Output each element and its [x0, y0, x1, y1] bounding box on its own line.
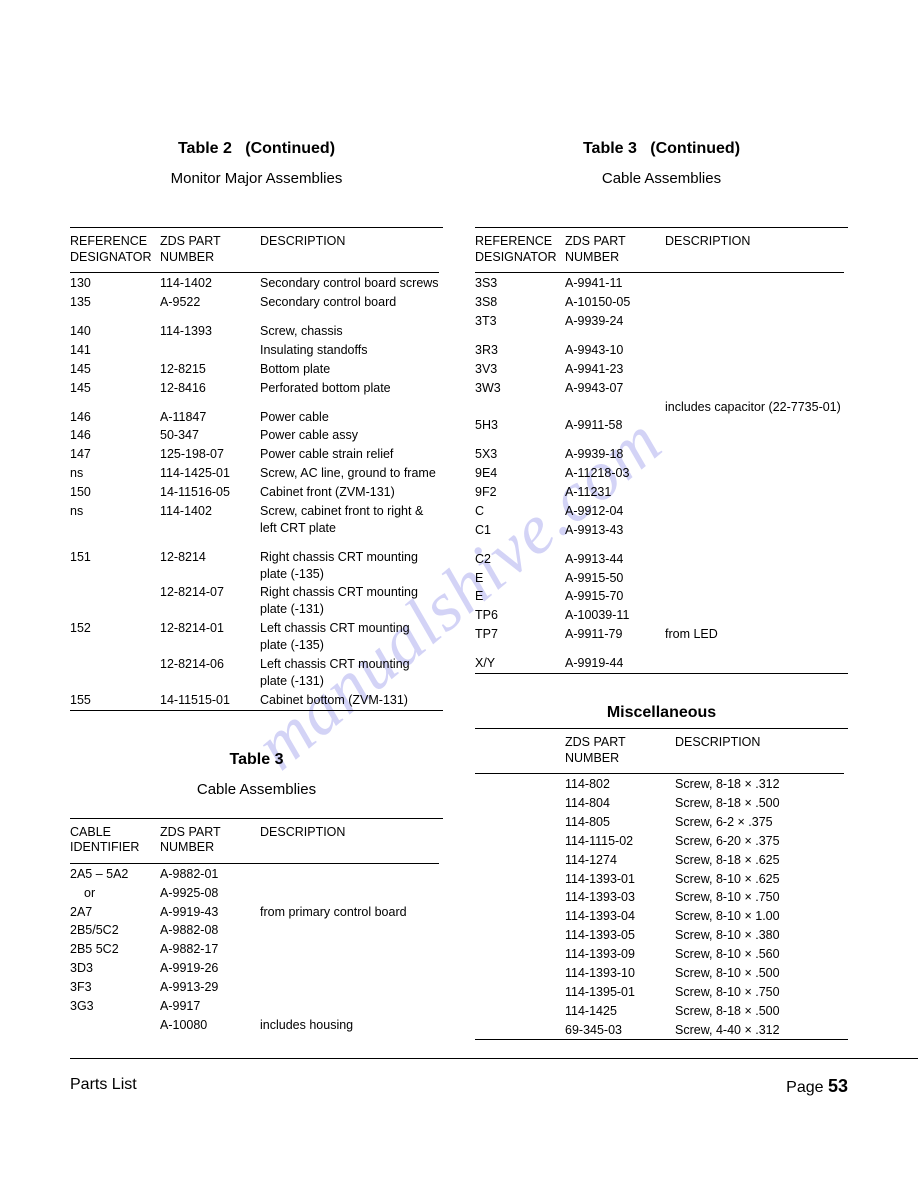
misc-table: ZDS PARTNUMBER DESCRIPTION 114-802Screw,…	[475, 729, 848, 1040]
table-row: 15014-11516-05Cabinet front (ZVM-131)	[70, 483, 443, 502]
table-row: 15112-8214Right chassis CRT mounting pla…	[70, 548, 443, 584]
table-row: 3F3A-9913-29	[70, 978, 443, 997]
table-row: 130114-1402Secondary control board screw…	[70, 274, 443, 293]
table-row: 2B5 5C2A-9882-17	[70, 940, 443, 959]
table-row: TP7A-9911-79from LED	[475, 625, 848, 644]
table-row: 114-1393-09Screw, 8-10 × .560	[475, 945, 848, 964]
table3-title: Table 3	[70, 751, 443, 769]
table-row: CA-9912-04	[475, 502, 848, 521]
col-header: ZDS PARTNUMBER	[565, 228, 665, 271]
table3c-label: Table 3	[583, 140, 637, 157]
table3c-title: Table 3 (Continued)	[475, 140, 848, 158]
table-row: 2A7A-9919-43from primary control board	[70, 903, 443, 922]
right-column: Table 3 (Continued) Cable Assemblies REF…	[475, 140, 848, 1040]
table-row: 147125-198-07Power cable strain relief	[70, 445, 443, 464]
table-row: orA-9925-08	[70, 884, 443, 903]
table-row: ns114-1425-01Screw, AC line, ground to f…	[70, 464, 443, 483]
table-row: 69-345-03Screw, 4-40 × .312	[475, 1021, 848, 1040]
col-header: ZDS PARTNUMBER	[160, 228, 260, 271]
table-row: 140114-1393Screw, chassis	[70, 322, 443, 341]
table-row: 3S8A-10150-05	[475, 293, 848, 312]
table-row: 2B5/5C2A-9882-08	[70, 921, 443, 940]
table-row: 3T3A-9939-24	[475, 312, 848, 331]
table-row: 15212-8214-01Left chassis CRT mounting p…	[70, 619, 443, 655]
table-row: 2A5 – 5A2A-9882-01	[70, 865, 443, 884]
page-number: Page 53	[786, 1076, 848, 1097]
table3-subtitle: Cable Assemblies	[70, 781, 443, 798]
table2-label: Table 2	[178, 140, 232, 157]
misc-title: Miscellaneous	[475, 704, 848, 722]
table-row: 141Insulating standoffs	[70, 341, 443, 360]
table-row: 114-1425Screw, 8-18 × .500	[475, 1002, 848, 1021]
table-row: 5X3A-9939-18	[475, 445, 848, 464]
table2-continued: (Continued)	[245, 140, 335, 157]
table3-right: REFERENCEDESIGNATOR ZDS PARTNUMBER DESCR…	[475, 228, 848, 673]
table2-subtitle: Monitor Major Assemblies	[70, 170, 443, 187]
table-row: TP6A-10039-11	[475, 606, 848, 625]
footer-rule	[70, 1058, 918, 1059]
footer: Parts List Page 53	[70, 1076, 848, 1097]
table-row: 146A-11847Power cable	[70, 408, 443, 427]
table-row: EA-9915-70	[475, 587, 848, 606]
table2: REFERENCEDESIGNATOR ZDS PARTNUMBER DESCR…	[70, 228, 443, 710]
table-row: 3W3A-9943-07	[475, 379, 848, 398]
table2-title: Table 2 (Continued)	[70, 140, 443, 158]
table-row: 12-8214-06Left chassis CRT mounting plat…	[70, 655, 443, 691]
table-row: 14512-8215Bottom plate	[70, 360, 443, 379]
table-row: 135A-9522Secondary control board	[70, 293, 443, 312]
col-header: DESCRIPTION	[260, 819, 443, 862]
col-header: DESCRIPTION	[260, 228, 443, 271]
table-row: 5H3A-9911-58	[475, 416, 848, 435]
col-header: ZDS PARTNUMBER	[565, 729, 675, 772]
table-row: 114-1393-04Screw, 8-10 × 1.00	[475, 907, 848, 926]
table-row: 114-805Screw, 6-2 × .375	[475, 813, 848, 832]
table-row: 3V3A-9941-23	[475, 360, 848, 379]
table-row: 9E4A-11218-03	[475, 464, 848, 483]
footer-section: Parts List	[70, 1076, 137, 1097]
table-row: 9F2A-11231	[475, 483, 848, 502]
table-row: 114-1274Screw, 8-18 × .625	[475, 851, 848, 870]
col-header: CABLEIDENTIFIER	[70, 819, 160, 862]
table-row: 14650-347Power cable assy	[70, 426, 443, 445]
table-row: EA-9915-50	[475, 569, 848, 588]
table3-left: CABLEIDENTIFIER ZDS PARTNUMBER DESCRIPTI…	[70, 819, 443, 1035]
table-row: C1A-9913-43	[475, 521, 848, 540]
table-row: 114-804Screw, 8-18 × .500	[475, 794, 848, 813]
col-header: REFERENCEDESIGNATOR	[70, 228, 160, 271]
left-column: Table 2 (Continued) Monitor Major Assemb…	[70, 140, 443, 1040]
table-row: 114-1393-03Screw, 8-10 × .750	[475, 888, 848, 907]
table3c-subtitle: Cable Assemblies	[475, 170, 848, 187]
table-row: 3S3A-9941-11	[475, 274, 848, 293]
table-row: 15514-11515-01Cabinet bottom (ZVM-131)	[70, 691, 443, 710]
table-row: 3G3A-9917	[70, 997, 443, 1016]
table-row: 114-1395-01Screw, 8-10 × .750	[475, 983, 848, 1002]
table-row: 14512-8416Perforated bottom plate	[70, 379, 443, 398]
table-row: X/YA-9919-44	[475, 654, 848, 673]
table-row: 3D3A-9919-26	[70, 959, 443, 978]
table-row: ns114-1402Screw, cabinet front to right …	[70, 502, 443, 538]
col-header	[475, 729, 565, 772]
table-row: A-10080includes housing	[70, 1016, 443, 1035]
table-row: 114-1115-02Screw, 6-20 × .375	[475, 832, 848, 851]
col-header: ZDS PARTNUMBER	[160, 819, 260, 862]
table-row: 114-802Screw, 8-18 × .312	[475, 775, 848, 794]
table-row: 12-8214-07Right chassis CRT mounting pla…	[70, 583, 443, 619]
table-row: includes capacitor (22-7735-01)	[475, 398, 848, 417]
table-row: C2A-9913-44	[475, 550, 848, 569]
table-row: 114-1393-05Screw, 8-10 × .380	[475, 926, 848, 945]
table-row: 114-1393-01Screw, 8-10 × .625	[475, 870, 848, 889]
table3c-continued: (Continued)	[650, 140, 740, 157]
col-header: DESCRIPTION	[665, 228, 848, 271]
col-header: DESCRIPTION	[675, 729, 848, 772]
col-header: REFERENCEDESIGNATOR	[475, 228, 565, 271]
table-row: 114-1393-10Screw, 8-10 × .500	[475, 964, 848, 983]
table-row: 3R3A-9943-10	[475, 341, 848, 360]
